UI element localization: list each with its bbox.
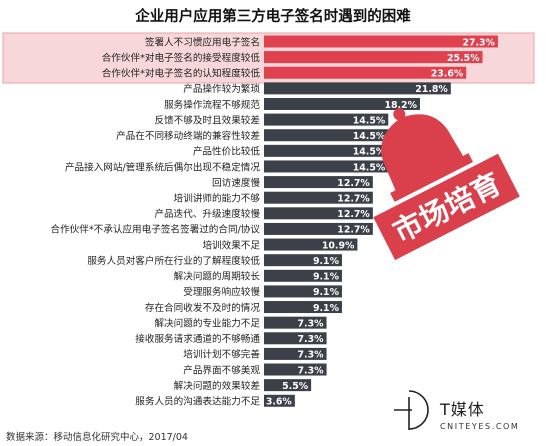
category-label: 产品界面不够美观	[183, 364, 260, 376]
category-label: 解决问题的专业能力不足	[154, 317, 260, 329]
value-label: 12.7%	[337, 178, 370, 189]
category-label: 产品性价比较低	[193, 146, 261, 158]
bar	[264, 113, 389, 126]
category-label: 服务操作流程不够规范	[164, 99, 260, 111]
category-label: 产品操作较为繁琐	[183, 83, 260, 95]
bar	[264, 269, 342, 282]
value-label: 18.2%	[384, 100, 417, 111]
bar	[264, 254, 342, 267]
t-media-logo: T媒体 CNITEYES.COM	[394, 390, 519, 431]
source-note: 数据来源：移动信息化研究中心，2017/04	[6, 431, 188, 443]
category-label: 受理服务响应较慢	[183, 286, 260, 298]
value-label: 14.5%	[353, 115, 386, 126]
value-label: 9.1%	[313, 256, 340, 267]
bar	[264, 347, 327, 360]
value-label: 12.7%	[337, 225, 370, 236]
category-label: 合作伙伴*对电子签名的接受程度较低	[102, 52, 261, 64]
value-label: 23.6%	[431, 69, 464, 80]
category-label: 存在合同收发不及时的情况	[145, 302, 261, 314]
category-label: 签署人不习惯应用电子签名	[145, 36, 260, 48]
bar	[264, 238, 358, 251]
category-label: 培训效果不足	[202, 239, 260, 251]
bar	[264, 301, 342, 314]
bar	[264, 332, 327, 345]
value-label: 9.1%	[313, 272, 340, 283]
bar	[264, 191, 373, 204]
value-label: 7.3%	[298, 350, 325, 361]
value-label: 14.5%	[353, 162, 386, 173]
category-label: 接收服务请求通道的不够畅通	[135, 333, 260, 345]
bar	[264, 363, 327, 376]
logo-domain: CNITEYES.COM	[440, 422, 519, 431]
bar	[264, 144, 389, 157]
bar	[264, 35, 498, 48]
value-label: 9.1%	[313, 303, 340, 314]
category-label: 培训讲师的能力不够	[174, 193, 261, 205]
chart-title: 企业用户应用第三方电子签名时遇到的困难	[134, 7, 411, 25]
value-label: 27.3%	[462, 37, 495, 48]
logo-name: T媒体	[439, 400, 485, 419]
value-label: 12.7%	[337, 194, 370, 205]
bar	[264, 285, 342, 298]
bar	[264, 51, 483, 64]
bar	[264, 160, 389, 173]
value-label: 10.9%	[322, 240, 355, 251]
value-label: 21.8%	[415, 84, 448, 95]
value-label: 3.6%	[266, 397, 293, 408]
value-label: 5.5%	[282, 381, 309, 392]
bar	[264, 82, 451, 95]
bar-rows: 签署人不习惯应用电子签名 27.3% 合作伙伴*对电子签名的接受程度较低 25.5% 合…	[51, 35, 498, 408]
bar	[264, 176, 373, 189]
value-label: 7.3%	[298, 365, 325, 376]
category-label: 产品接入网站/管理系统后偶尔出现不稳定情况	[65, 161, 261, 173]
category-label: 合作伙伴*对电子签名的认知程度较低	[102, 68, 261, 80]
value-label: 7.3%	[298, 334, 325, 345]
bar	[264, 97, 420, 110]
value-label: 9.1%	[313, 287, 340, 298]
category-label: 培训计划不够完善	[183, 349, 260, 361]
bar	[264, 207, 373, 220]
category-label: 合作伙伴*不承认应用电子签名签署过的合同/协议	[51, 224, 261, 236]
value-label: 25.5%	[447, 53, 480, 64]
bar	[264, 66, 467, 79]
category-label: 解决问题的周期较长	[174, 271, 261, 283]
category-label: 反馈不够及时且效果较差	[154, 114, 260, 126]
value-label: 14.5%	[353, 131, 386, 142]
category-label: 回访速度慢	[212, 177, 260, 189]
bar	[264, 222, 373, 235]
category-label: 服务人员的沟通表达能力不足	[135, 396, 260, 408]
category-label: 服务人员对客户所在行业的了解程度较低	[87, 255, 260, 267]
category-label: 产品在不同移动终端的兼容性较差	[116, 130, 260, 142]
value-label: 7.3%	[298, 318, 325, 329]
category-label: 产品迭代、升级速度较慢	[154, 208, 260, 220]
bar	[264, 394, 295, 407]
value-label: 14.5%	[353, 147, 386, 158]
bar	[264, 316, 327, 329]
bar	[264, 129, 389, 142]
category-label: 解决问题的效果较差	[174, 380, 261, 392]
value-label: 12.7%	[337, 209, 370, 220]
bar	[264, 379, 312, 392]
